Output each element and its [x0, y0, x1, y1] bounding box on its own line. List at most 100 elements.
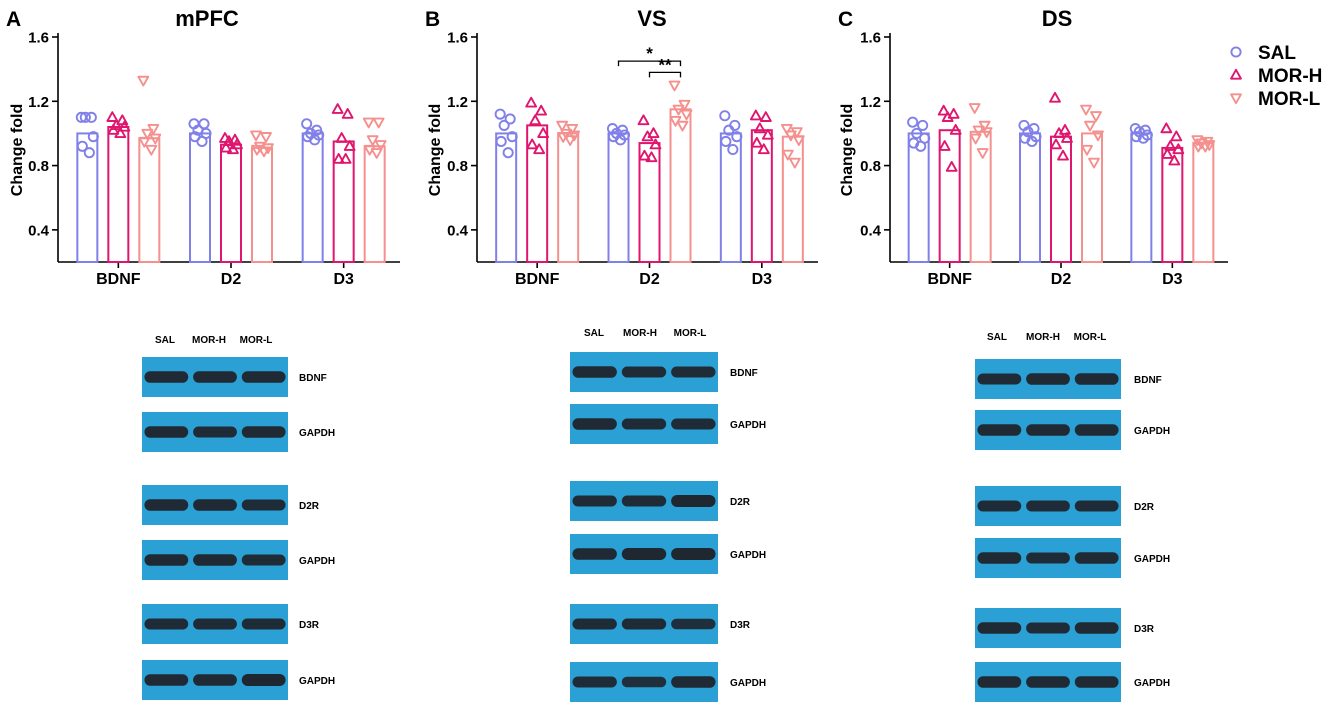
bar	[220, 143, 242, 263]
data-point	[638, 149, 651, 161]
blot-row-label: GAPDH	[1134, 554, 1170, 565]
blot-band	[621, 618, 667, 630]
data-point	[969, 133, 982, 145]
data-point	[945, 161, 958, 172]
blot-row-label: D2R	[1134, 502, 1155, 513]
data-point	[1088, 157, 1100, 169]
chart-title: DS	[1042, 6, 1073, 31]
bar	[332, 140, 355, 263]
y-tick-label: 0.4	[28, 222, 50, 239]
y-axis-label: Change fold	[427, 104, 444, 196]
data-point	[1168, 154, 1181, 166]
data-point	[258, 146, 270, 158]
data-point	[506, 131, 518, 143]
blot-band	[671, 366, 716, 378]
bar	[138, 137, 161, 263]
data-point	[309, 134, 321, 146]
bar	[669, 108, 692, 263]
blot-band	[572, 676, 617, 688]
data-point	[339, 152, 352, 164]
data-point	[780, 124, 793, 135]
data-point	[614, 134, 627, 146]
significance-label: **	[658, 55, 672, 74]
data-point	[1081, 144, 1093, 156]
data-point	[729, 119, 741, 131]
blot-strip: GAPDH	[142, 412, 335, 452]
lane-label: MOR-H	[192, 335, 226, 346]
blot-band	[241, 674, 286, 686]
data-point	[647, 127, 660, 139]
y-axis-label: Change fold	[9, 104, 26, 196]
data-point	[968, 103, 981, 114]
blot-row-label: D3R	[299, 620, 320, 631]
blot-band	[977, 552, 1022, 564]
blot-band	[977, 622, 1022, 634]
data-point	[498, 119, 510, 131]
data-point	[727, 143, 739, 156]
data-point	[788, 157, 801, 169]
blot-row-label: GAPDH	[730, 420, 766, 431]
data-point	[149, 133, 162, 145]
blot-row-label: BDNF	[299, 373, 327, 384]
data-point	[504, 113, 516, 125]
data-point	[641, 130, 654, 142]
data-point	[341, 107, 354, 119]
data-point	[941, 111, 954, 122]
blot-strip: GAPDH	[570, 404, 766, 444]
blot-row-label: D3R	[1134, 624, 1155, 635]
bar	[107, 126, 130, 263]
bar	[363, 145, 386, 264]
blot-band	[1026, 424, 1070, 436]
y-tick-label: 1.6	[860, 30, 881, 47]
data-point	[1195, 138, 1208, 150]
data-point	[723, 124, 735, 136]
legend-label: SAL	[1258, 43, 1296, 64]
data-point	[757, 143, 770, 155]
data-point	[750, 136, 763, 148]
blot-row-label: D3R	[730, 620, 751, 631]
bar	[1192, 142, 1215, 263]
data-point	[79, 111, 91, 123]
lane-label: SAL	[584, 328, 604, 339]
data-point	[1026, 135, 1038, 148]
y-tick-label: 0.8	[860, 158, 881, 175]
blot-band	[621, 676, 667, 688]
data-point	[370, 148, 383, 159]
data-point	[335, 132, 348, 143]
blot-row-label: BDNF	[730, 368, 758, 379]
data-point	[1090, 111, 1102, 122]
y-tick-label: 1.2	[28, 94, 49, 111]
panel-letter: A	[6, 8, 21, 31]
data-point	[1191, 135, 1204, 147]
blot-band	[1074, 622, 1119, 634]
blot-strip: BDNF	[142, 357, 327, 397]
blot-band	[621, 548, 667, 560]
data-point	[1172, 143, 1185, 155]
data-point	[761, 128, 774, 140]
blot-row-label: GAPDH	[730, 550, 766, 561]
data-point	[556, 120, 569, 132]
bar	[719, 132, 742, 263]
x-tick-label: D2	[221, 271, 242, 288]
blot-band	[193, 499, 237, 511]
data-point	[1137, 132, 1149, 144]
data-point	[231, 138, 243, 150]
x-tick-label: D3	[1162, 271, 1183, 288]
data-point	[220, 141, 232, 153]
data-point	[262, 143, 274, 155]
data-point	[1059, 124, 1071, 135]
bar	[750, 129, 773, 263]
blot-band	[977, 424, 1022, 436]
blot-strip: GAPDH	[975, 410, 1170, 450]
blot-strip: GAPDH	[142, 540, 335, 580]
data-point	[372, 117, 385, 129]
blot-band	[193, 674, 237, 686]
x-tick-label: D3	[752, 271, 773, 288]
bar	[189, 132, 211, 263]
chart-title: mPFC	[175, 6, 239, 31]
lane-label: MOR-L	[1074, 332, 1107, 343]
blot-strip: D3R	[975, 608, 1155, 648]
data-point	[949, 124, 962, 135]
